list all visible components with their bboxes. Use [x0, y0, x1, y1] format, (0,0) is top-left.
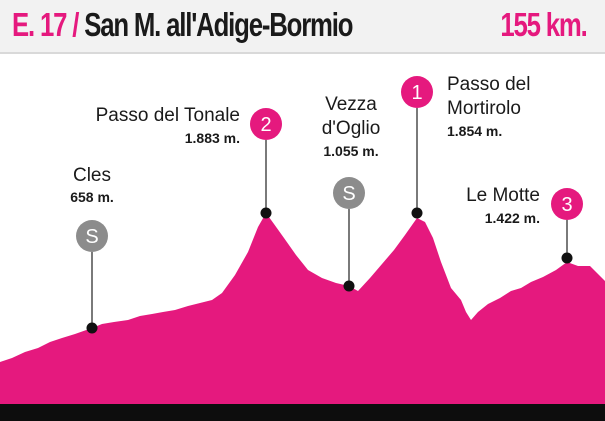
badge-label: S — [85, 226, 98, 248]
point-name: Passo del Mortirolo — [447, 74, 530, 119]
point-altitude: 1.422 m. — [485, 210, 540, 226]
profile-marker — [343, 280, 355, 292]
point-2: S Vezza d'Oglio 1.055 m. — [322, 94, 381, 292]
point-name: Le Motte — [466, 185, 540, 206]
badge-label: 2 — [260, 114, 271, 136]
climb-badge — [401, 76, 433, 108]
profile-marker — [86, 322, 98, 334]
elevation-profile-area — [0, 213, 605, 404]
badge-label: 3 — [561, 194, 572, 216]
profile-marker — [260, 207, 272, 219]
point-0: S Cles 658 m. — [70, 165, 114, 334]
stage-title: E. 17 / San M. all'Adige-Bormio — [12, 6, 353, 44]
badge-label: S — [342, 183, 355, 205]
sprint-badge — [333, 177, 365, 209]
stage-number: E. 17 — [12, 6, 67, 43]
title-separator: / — [72, 6, 79, 43]
point-1: 2 Passo del Tonale 1.883 m. — [96, 105, 282, 219]
bottom-bar — [0, 404, 605, 421]
point-name: Passo del Tonale — [96, 105, 240, 126]
sprint-badge — [76, 220, 108, 252]
stage-header: E. 17 / San M. all'Adige-Bormio 155 km. — [0, 0, 605, 54]
point-name: Vezza d'Oglio — [322, 94, 381, 139]
stage-distance: 155 km. — [500, 6, 588, 43]
point-name: Cles — [73, 165, 111, 186]
point-altitude: 1.854 m. — [447, 123, 502, 139]
profile-marker — [411, 207, 423, 219]
point-altitude: 1.055 m. — [323, 143, 378, 159]
point-3: 1 Passo del Mortirolo 1.854 m. — [401, 74, 530, 219]
point-altitude: 658 m. — [70, 189, 114, 205]
climb-badge — [551, 188, 583, 220]
profile-marker — [561, 252, 573, 264]
climb-badge — [250, 108, 282, 140]
point-altitude: 1.883 m. — [185, 130, 240, 146]
badge-label: 1 — [411, 82, 422, 104]
route-name: San M. all'Adige-Bormio — [84, 6, 353, 43]
point-4: 3 Le Motte 1.422 m. — [466, 185, 583, 264]
